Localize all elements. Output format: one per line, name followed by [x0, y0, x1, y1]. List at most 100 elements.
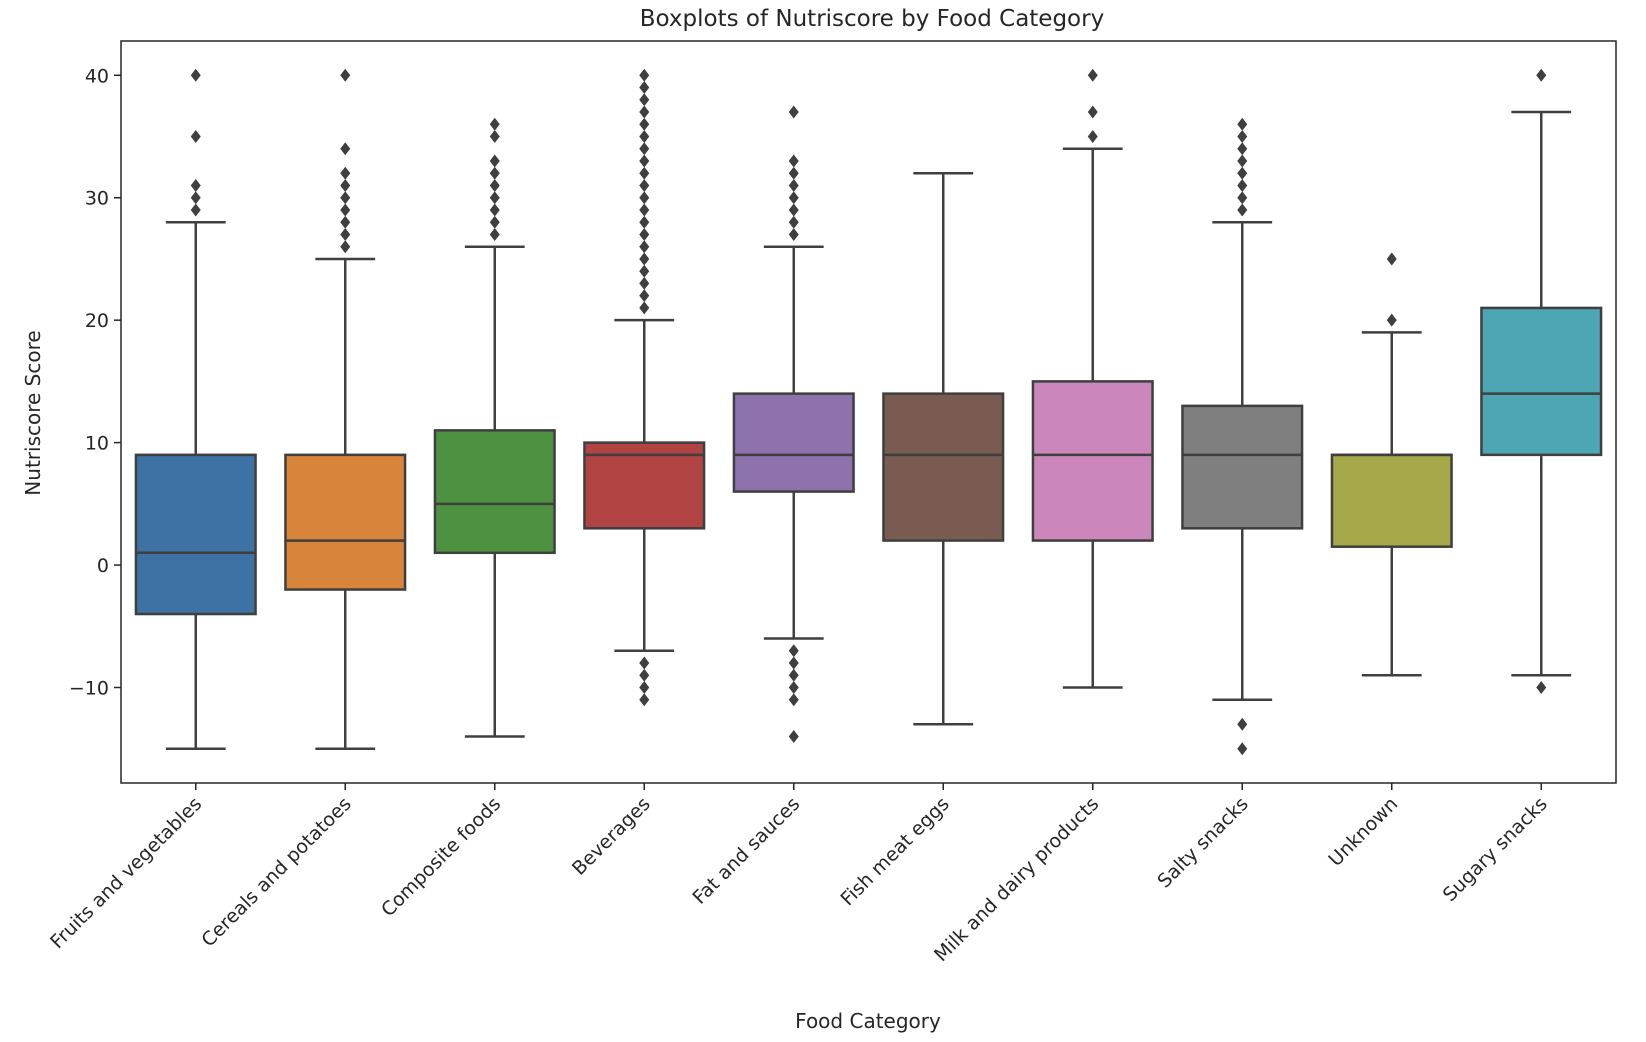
outlier-point	[489, 227, 500, 241]
x-tick-label: Fat and sauces	[689, 793, 805, 909]
box	[1181, 404, 1304, 530]
y-tick-label: 20	[85, 310, 109, 332]
outlier-point	[788, 203, 799, 217]
x-tick-label: Cereals and potatoes	[197, 793, 355, 951]
outlier-point	[1237, 117, 1248, 131]
outlier-point	[1237, 130, 1248, 144]
outlier-point	[639, 289, 650, 303]
outlier-point	[788, 154, 799, 168]
box-group	[583, 68, 706, 707]
outlier-point	[1536, 68, 1547, 82]
y-axis-label: Nutriscore Score	[21, 330, 45, 495]
outlier-point	[788, 668, 799, 682]
outlier-point	[639, 656, 650, 670]
outlier-point	[788, 644, 799, 658]
outlier-point	[639, 117, 650, 131]
x-tick-label: Fish meat eggs	[837, 793, 954, 910]
outlier-point	[489, 154, 500, 168]
outlier-point	[639, 166, 650, 180]
outlier-point	[340, 227, 351, 241]
x-tick-label: Fruits and vegetables	[46, 793, 206, 953]
outlier-point	[1386, 313, 1397, 327]
outlier-point	[1237, 742, 1248, 756]
outlier-point	[340, 215, 351, 229]
outlier-point	[340, 240, 351, 254]
outlier-point	[639, 142, 650, 156]
outlier-point	[1536, 680, 1547, 694]
x-tick-label: Sugary snacks	[1439, 793, 1552, 906]
outlier-point	[639, 105, 650, 119]
outlier-point	[639, 203, 650, 217]
outlier-point	[340, 166, 351, 180]
outlier-point	[1237, 178, 1248, 192]
outlier-point	[788, 215, 799, 229]
outlier-point	[639, 264, 650, 278]
outlier-point	[639, 191, 650, 205]
box-group	[134, 68, 257, 750]
box	[583, 441, 706, 530]
outlier-point	[788, 105, 799, 119]
outlier-point	[788, 656, 799, 670]
box-group	[1031, 68, 1154, 689]
x-tick-label: Composite foods	[377, 793, 505, 921]
box	[134, 453, 257, 616]
box-group	[882, 171, 1005, 726]
outlier-point	[639, 68, 650, 82]
outlier-point	[639, 680, 650, 694]
outlier-point	[639, 154, 650, 168]
outlier-point	[340, 142, 351, 156]
outlier-point	[1237, 166, 1248, 180]
box	[882, 392, 1005, 542]
box	[284, 453, 407, 591]
chart-title: Boxplots of Nutriscore by Food Category	[640, 6, 1104, 32]
outlier-point	[639, 668, 650, 682]
outlier-point	[788, 227, 799, 241]
outlier-point	[489, 178, 500, 192]
outlier-point	[489, 203, 500, 217]
outlier-point	[489, 117, 500, 131]
plot-frame	[120, 40, 1617, 784]
outlier-point	[340, 68, 351, 82]
outlier-point	[190, 68, 201, 82]
outlier-point	[1237, 191, 1248, 205]
outlier-point	[639, 240, 650, 254]
outlier-point	[788, 178, 799, 192]
outlier-point	[1087, 130, 1098, 144]
y-axis: −10 0 10 20 30 40	[69, 65, 121, 699]
y-tick-label: −10	[69, 677, 109, 699]
outlier-point	[639, 215, 650, 229]
outlier-point	[489, 215, 500, 229]
outlier-point	[489, 191, 500, 205]
outlier-point	[1386, 252, 1397, 266]
x-axis-label: Food Category	[795, 1009, 941, 1033]
outlier-point	[788, 680, 799, 694]
outlier-point	[788, 191, 799, 205]
x-tick-label: Unknown	[1324, 793, 1402, 871]
x-tick-label: Beverages	[568, 793, 655, 880]
plot-area	[134, 68, 1603, 756]
outlier-point	[190, 178, 201, 192]
outlier-point	[639, 93, 650, 107]
outlier-point	[340, 178, 351, 192]
box-group	[1480, 68, 1603, 694]
y-tick-label: 40	[85, 65, 109, 87]
box	[1330, 453, 1453, 548]
box-group	[284, 68, 407, 750]
outlier-point	[639, 81, 650, 95]
outlier-point	[340, 203, 351, 217]
box	[1480, 306, 1603, 457]
outlier-point	[788, 166, 799, 180]
outlier-point	[340, 191, 351, 205]
outlier-point	[1237, 154, 1248, 168]
box-group	[1330, 252, 1453, 677]
outlier-point	[1087, 68, 1098, 82]
outlier-point	[1237, 142, 1248, 156]
box	[1031, 380, 1154, 542]
outlier-point	[489, 130, 500, 144]
outlier-point	[489, 166, 500, 180]
outlier-point	[1237, 717, 1248, 731]
y-tick-label: 0	[97, 555, 109, 577]
outlier-point	[639, 130, 650, 144]
